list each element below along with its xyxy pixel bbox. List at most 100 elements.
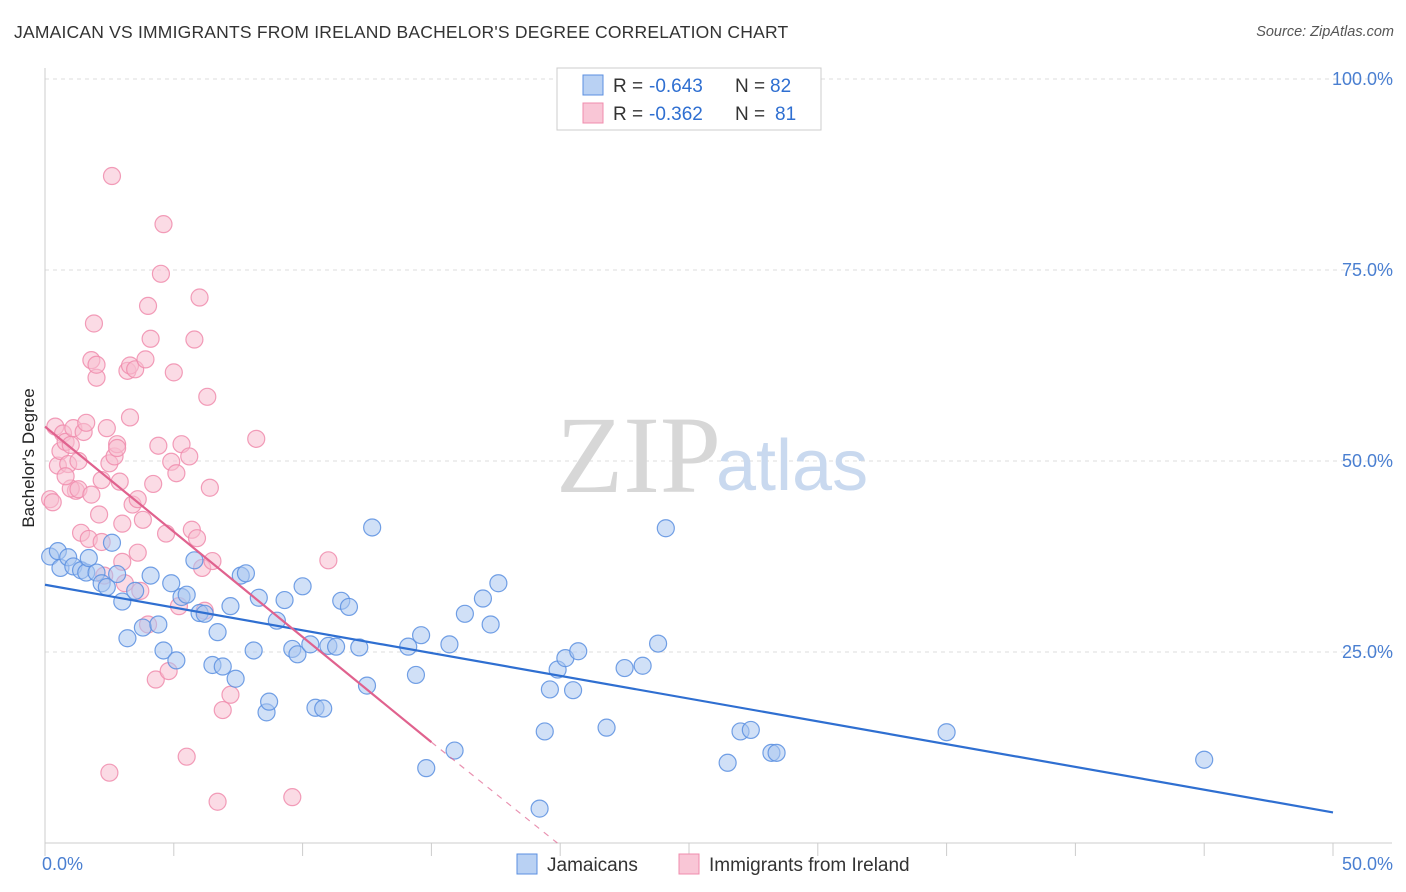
watermark-atlas: atlas [716, 426, 868, 506]
watermark-zip: ZIP [556, 394, 721, 516]
jamaican-point-23 [177, 585, 196, 604]
bottom-legend-label-ireland: Immigrants from Ireland [709, 855, 910, 876]
ireland-point-63 [213, 700, 232, 720]
jamaican-point-34 [244, 641, 263, 660]
jamaican-point-54 [406, 665, 426, 685]
ireland-point-39 [141, 329, 160, 348]
source-label: Source: ZipAtlas.com [1256, 24, 1394, 40]
gridlines [44, 68, 1392, 843]
ireland-point-49 [167, 464, 186, 483]
jamaican-point-81 [1195, 750, 1214, 769]
ireland-point-59 [198, 387, 217, 406]
ireland-point-38 [138, 296, 158, 316]
bottom-legend-label-jamaicans: Jamaicans [547, 855, 638, 876]
ireland-point-24 [102, 166, 122, 186]
y-tick-label-3: 100.0% [1332, 69, 1393, 89]
ireland-point-37 [136, 350, 155, 369]
jamaican-point-60 [473, 589, 493, 608]
jamaican-point-57 [440, 635, 459, 654]
ireland-point-55 [187, 529, 207, 548]
bottom-legend-swatch-ireland [678, 853, 700, 875]
legend-n-value-2: 81 [775, 104, 796, 125]
jamaican-point-19 [154, 641, 173, 660]
ireland-point-68 [100, 763, 119, 782]
jamaican-point-80 [937, 723, 956, 742]
watermark: ZIP atlas [556, 394, 868, 516]
ireland-point-52 [180, 447, 199, 466]
jamaican-point-49 [339, 597, 359, 617]
ireland-point-60 [200, 478, 219, 497]
jamaican-point-37 [260, 692, 279, 711]
jamaican-point-55 [411, 626, 431, 645]
jamaican-point-30 [221, 597, 240, 616]
jamaican-point-62 [489, 574, 508, 593]
ireland-point-41 [146, 670, 165, 689]
jamaican-point-79 [767, 743, 786, 762]
ireland-point-73 [108, 438, 127, 458]
jamaican-point-59 [455, 604, 474, 623]
trend-line-ireland-extension [431, 741, 558, 844]
jamaican-point-70 [597, 718, 616, 737]
bottom-legend-swatch-jamaicans [516, 853, 538, 875]
ireland-point-40 [144, 474, 163, 494]
x-tick-label-1: 50.0% [1342, 854, 1393, 874]
jamaican-point-14 [118, 629, 137, 648]
jamaican-point-11 [102, 533, 122, 552]
ireland-point-45 [156, 524, 176, 543]
ireland-point-34 [128, 490, 147, 509]
jamaican-point-21 [167, 651, 186, 670]
jamaican-point-29 [213, 657, 232, 676]
y-tick-labels: 25.0% 50.0% 75.0% 100.0% [1332, 69, 1393, 662]
jamaican-point-31 [226, 669, 245, 688]
y-tick-label-2: 75.0% [1342, 260, 1393, 280]
series-jamaicans [41, 518, 1214, 818]
y-tick-label-1: 50.0% [1342, 451, 1393, 471]
x-axis [44, 842, 1392, 856]
ireland-point-65 [247, 429, 266, 448]
ireland-point-48 [164, 363, 183, 382]
jamaican-point-15 [126, 581, 145, 600]
legend-n-label-1: N = [735, 76, 765, 97]
trend-lines [44, 425, 1334, 844]
jamaican-point-18 [149, 615, 168, 634]
jamaican-point-50 [350, 638, 369, 657]
legend-swatch-jamaicans [582, 74, 604, 96]
jamaican-point-42 [293, 577, 312, 596]
jamaican-point-12 [108, 564, 127, 584]
jamaican-point-39 [275, 590, 294, 610]
jamaican-point-51 [357, 676, 377, 695]
jamaican-point-77 [741, 720, 760, 740]
ireland-point-14 [77, 413, 96, 432]
ireland-point-43 [151, 264, 171, 283]
jamaican-point-16 [133, 618, 152, 637]
jamaican-point-41 [288, 645, 307, 664]
ireland-point-79 [113, 514, 132, 533]
jamaican-point-58 [445, 741, 464, 760]
jamaican-point-28 [208, 623, 227, 642]
ireland-point-77 [82, 485, 101, 504]
jamaican-point-64 [535, 722, 554, 741]
jamaican-point-72 [633, 656, 652, 675]
trend-line-jamaicans [44, 583, 1334, 814]
jamaican-point-20 [162, 574, 181, 593]
x-tick-label-0: 0.0% [42, 854, 83, 874]
jamaican-point-65 [540, 680, 559, 699]
jamaican-point-45 [314, 699, 333, 718]
jamaican-point-73 [648, 634, 668, 653]
jamaican-point-47 [326, 637, 346, 656]
ireland-point-62 [208, 792, 227, 811]
ireland-point-54 [185, 330, 204, 349]
ireland-point-1 [43, 493, 62, 512]
ireland-point-36 [133, 510, 152, 529]
jamaican-point-56 [417, 759, 436, 778]
legend-r-label-2: R = [613, 104, 643, 125]
correlation-legend: R = -0.643 N = 82 R = -0.362 N = 81 [556, 67, 822, 131]
jamaican-point-63 [530, 799, 549, 818]
ireland-point-64 [221, 685, 240, 704]
y-axis-title: Bachelor's Degree [19, 388, 38, 527]
ireland-point-74 [120, 408, 140, 427]
y-tick-label-0: 25.0% [1342, 642, 1393, 662]
jamaican-point-33 [236, 564, 256, 583]
ireland-point-66 [283, 788, 302, 807]
ireland-point-69 [128, 543, 147, 562]
